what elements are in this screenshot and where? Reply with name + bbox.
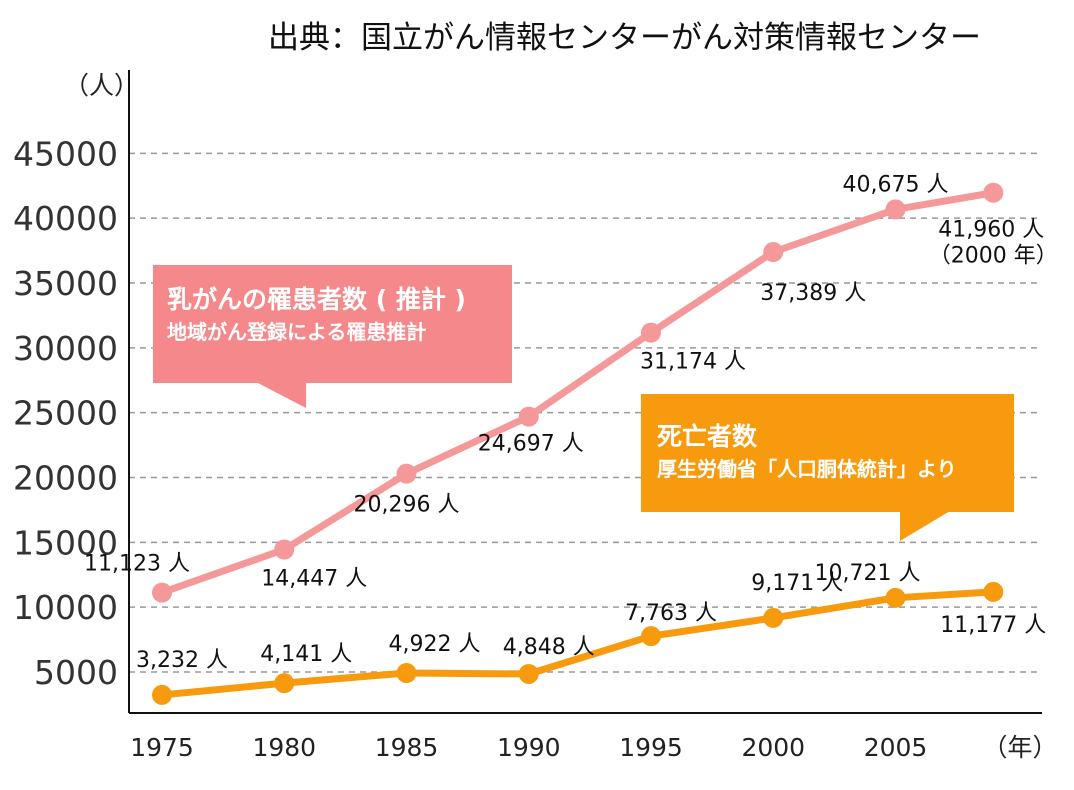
data-label: 24,697 人 bbox=[478, 432, 584, 457]
x-tick-label: 1985 bbox=[375, 733, 439, 762]
x-tick-labels: （年） 1975 1980 1985 1990 1995 2000 2005 bbox=[130, 733, 1057, 762]
x-tick-label: 2000 bbox=[741, 733, 805, 762]
data-label: 14,447 人 bbox=[261, 567, 367, 592]
data-label: 9,171 人 bbox=[751, 571, 843, 596]
series-line-1 bbox=[158, 588, 997, 699]
data-point bbox=[763, 242, 784, 263]
data-label-year-note: （2000 年） bbox=[929, 244, 1058, 269]
mortality-legend-box: 死亡者数 厚生労働省「人口胴体統計」より bbox=[641, 394, 1014, 512]
data-label: 11,177 人 bbox=[940, 613, 1046, 638]
data-label: 4,141 人 bbox=[260, 642, 352, 667]
y-axis-unit: （人） bbox=[64, 71, 140, 100]
y-tick-label: 15000 bbox=[13, 523, 118, 562]
x-tick-label: 1990 bbox=[497, 733, 561, 762]
mortality-legend-pointer bbox=[900, 511, 950, 541]
y-tick-label: 30000 bbox=[13, 329, 118, 368]
y-tick-label: 20000 bbox=[13, 458, 118, 497]
y-tick-label: 5000 bbox=[34, 653, 118, 692]
data-label: 7,763 人 bbox=[625, 601, 717, 626]
data-label: 40,675 人 bbox=[843, 172, 949, 197]
data-point bbox=[885, 199, 906, 220]
x-tick-label: 2005 bbox=[864, 733, 928, 762]
mortality-legend-note: 厚生労働省「人口胴体統計」より bbox=[657, 457, 957, 481]
data-point bbox=[274, 539, 295, 560]
data-point bbox=[641, 322, 661, 343]
data-point bbox=[396, 663, 417, 684]
data-label: 20,296 人 bbox=[354, 493, 460, 518]
mortality-legend-title: 死亡者数 bbox=[657, 422, 758, 451]
data-point bbox=[885, 587, 906, 608]
series-line-0 bbox=[158, 189, 997, 597]
data-point bbox=[274, 673, 295, 694]
data-point bbox=[641, 626, 661, 647]
data-label: 3,232 人 bbox=[136, 648, 228, 673]
x-tick-label: 1980 bbox=[252, 733, 316, 762]
incidence-legend-title: 乳がんの罹患者数 ( 推計 ) bbox=[167, 285, 466, 314]
data-label: 11,123 人 bbox=[84, 552, 190, 577]
data-label: 37,389 人 bbox=[760, 281, 866, 306]
y-tick-labels: 5000 10000 15000 20000 25000 30000 35000 40000 4… bbox=[13, 134, 118, 692]
data-point bbox=[518, 406, 539, 427]
data-labels: 11,123 人 14,447 人 20,296 人 24,697 人 31,174 人… bbox=[84, 172, 1058, 673]
y-tick-label: 10000 bbox=[13, 588, 118, 627]
incidence-legend-note: 地域がん登録による罹患推計 bbox=[167, 320, 427, 344]
data-point bbox=[152, 684, 172, 705]
data-point bbox=[983, 182, 1004, 203]
data-point bbox=[763, 607, 784, 628]
data-series bbox=[152, 182, 1004, 705]
data-point bbox=[396, 463, 417, 484]
data-label: 41,960 人 bbox=[938, 218, 1044, 243]
x-tick-label: 1975 bbox=[130, 733, 194, 762]
data-label: 4,922 人 bbox=[389, 632, 481, 657]
chart-source: 出典：国立がん情報センターがん対策情報センター bbox=[268, 20, 981, 56]
y-tick-label: 25000 bbox=[13, 394, 118, 433]
data-point bbox=[152, 582, 172, 603]
y-tick-label: 35000 bbox=[13, 264, 118, 303]
data-label: 10,721 人 bbox=[815, 561, 921, 586]
x-tick-label: 1995 bbox=[619, 733, 683, 762]
x-axis-unit: （年） bbox=[982, 733, 1057, 762]
axes bbox=[128, 70, 1042, 714]
data-label: 31,174 人 bbox=[640, 350, 746, 375]
data-point bbox=[983, 581, 1004, 602]
incidence-legend-pointer bbox=[256, 382, 306, 408]
y-tick-label: 40000 bbox=[13, 199, 118, 238]
data-label: 4,848 人 bbox=[503, 635, 595, 660]
y-tick-label: 45000 bbox=[13, 134, 118, 173]
incidence-legend-box: 乳がんの罹患者数 ( 推計 ) 地域がん登録による罹患推計 bbox=[153, 265, 512, 383]
data-point bbox=[518, 663, 539, 684]
